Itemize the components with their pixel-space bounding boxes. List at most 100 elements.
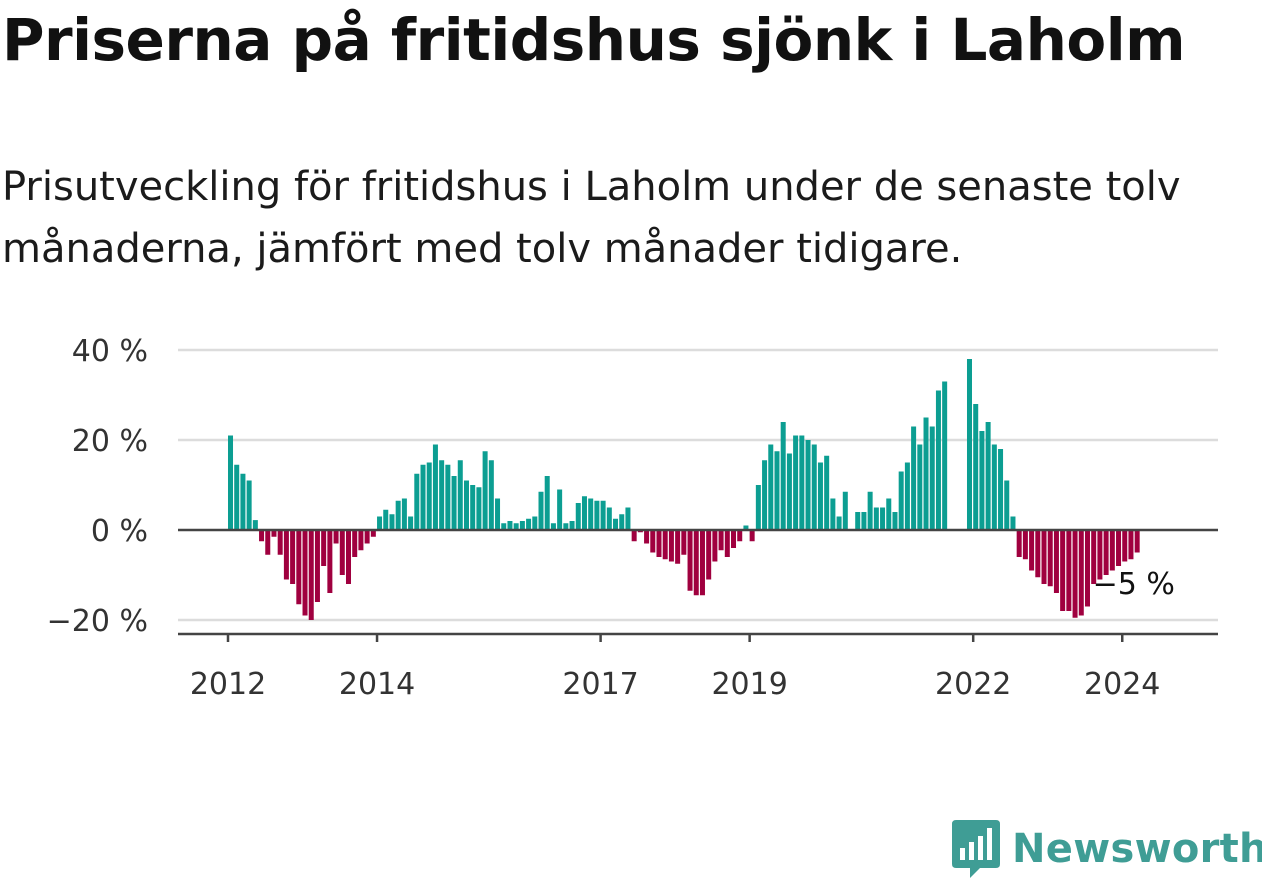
bar-2015-04 [470, 485, 476, 530]
bar-2020-01 [824, 455, 830, 530]
bar-2014-09 [426, 462, 432, 530]
bar-2020-06 [855, 512, 861, 530]
bar-2013-01 [302, 530, 308, 616]
bar-2015-02 [457, 460, 463, 530]
bar-2021-06 [929, 426, 935, 530]
bar-2012-07 [265, 530, 271, 555]
bar-2022-05 [998, 449, 1004, 530]
bar-2018-05 [699, 530, 705, 596]
bar-2022-02 [979, 431, 985, 530]
bar-2022-10 [1029, 530, 1035, 571]
bar-2012-11 [290, 530, 296, 584]
bar-2016-09 [575, 503, 581, 530]
bar-2012-10 [283, 530, 289, 580]
bar-2018-12 [743, 525, 749, 530]
bar-2016-02 [532, 516, 538, 530]
bar-2021-03 [911, 426, 917, 530]
bar-2013-02 [308, 530, 314, 620]
bar-2017-04 [619, 514, 625, 530]
bar-2013-03 [314, 530, 320, 602]
y-tick-label-0: 40 % [72, 334, 148, 369]
bar-2023-10 [1103, 530, 1109, 575]
bar-2019-08 [793, 435, 799, 530]
bar-2022-09 [1022, 530, 1028, 560]
bar-2012-06 [259, 530, 265, 542]
bar-2022-07 [1010, 516, 1016, 530]
end-value-label: −5 % [1093, 567, 1175, 602]
bar-2020-11 [886, 498, 892, 530]
bar-2015-10 [507, 521, 513, 530]
bar-2014-07 [414, 473, 420, 530]
bar-2021-02 [904, 462, 910, 530]
bar-2020-12 [892, 512, 898, 530]
bar-2015-05 [476, 487, 482, 530]
bar-2024-01 [1122, 530, 1128, 562]
bar-2013-12 [370, 530, 376, 537]
bar-2020-09 [873, 507, 879, 530]
bar-2019-03 [762, 460, 768, 530]
bar-2019-09 [799, 435, 805, 530]
axes [178, 528, 1218, 642]
bar-2023-04 [1066, 530, 1072, 611]
y-tick-label-1: 20 % [72, 424, 148, 459]
bar-2017-05 [625, 507, 631, 530]
bar-2022-12 [1041, 530, 1047, 584]
bar-2019-12 [817, 462, 823, 530]
bar-2016-11 [588, 498, 594, 530]
bar-2017-12 [668, 530, 674, 562]
bar-2019-04 [768, 444, 774, 530]
bar-2017-02 [606, 507, 612, 530]
bar-2016-04 [544, 476, 550, 530]
bar-2022-04 [991, 444, 997, 530]
bar-chart: 40 % 20 % 0 % −20 % 2012 2014 2017 2019 2022 2024… [47, 334, 1218, 702]
x-tick-label-2012: 2012 [190, 667, 266, 702]
bar-2019-07 [786, 453, 792, 530]
bar-2014-12 [445, 464, 451, 530]
bar-2018-01 [675, 530, 681, 564]
chart-title: Priserna på fritidshus sjönk i Laholm [2, 6, 1186, 74]
x-tick-label-2022: 2022 [935, 667, 1011, 702]
bar-2022-06 [1004, 480, 1010, 530]
bar-2023-05 [1072, 530, 1078, 618]
bar-2015-09 [501, 523, 507, 530]
bar-2015-01 [451, 476, 457, 530]
bar-2015-12 [519, 521, 525, 530]
bar-2012-01 [228, 435, 234, 530]
bar-2014-02 [383, 509, 389, 530]
bar-2012-09 [277, 530, 283, 555]
bar-2012-02 [234, 464, 240, 530]
bar-2023-03 [1060, 530, 1066, 611]
bar-2023-11 [1109, 530, 1115, 571]
x-tick-label-2019: 2019 [711, 667, 787, 702]
bar-2023-01 [1047, 530, 1053, 587]
bar-2022-11 [1035, 530, 1041, 578]
bar-2013-08 [345, 530, 351, 584]
bar-2023-12 [1116, 530, 1122, 566]
bar-2020-10 [880, 507, 886, 530]
newsworthy-logo: Newsworthy [950, 818, 1262, 880]
bar-2015-07 [488, 460, 494, 530]
bar-2021-01 [898, 471, 904, 530]
bar-2021-12 [966, 359, 972, 530]
bar-2019-11 [811, 444, 817, 530]
bar-2024-03 [1134, 530, 1140, 553]
bar-2018-11 [737, 530, 743, 542]
bar-2019-06 [780, 422, 786, 530]
bar-2018-03 [687, 530, 693, 591]
bar-2013-05 [327, 530, 333, 593]
bar-2016-07 [563, 523, 569, 530]
bar-2019-10 [805, 440, 811, 530]
bar-2022-03 [985, 422, 991, 530]
bar-2016-03 [538, 491, 544, 530]
bar-2021-08 [942, 381, 948, 530]
bar-2017-09 [650, 530, 656, 553]
bar-2018-02 [681, 530, 687, 555]
y-tick-label-3: −20 % [47, 604, 148, 639]
bar-2023-09 [1097, 530, 1103, 580]
bar-2014-10 [432, 444, 438, 530]
bar-2022-08 [1016, 530, 1022, 557]
bar-2014-05 [401, 498, 407, 530]
bar-2023-02 [1053, 530, 1059, 593]
bar-2019-01 [749, 530, 755, 542]
bar-2013-04 [321, 530, 327, 566]
